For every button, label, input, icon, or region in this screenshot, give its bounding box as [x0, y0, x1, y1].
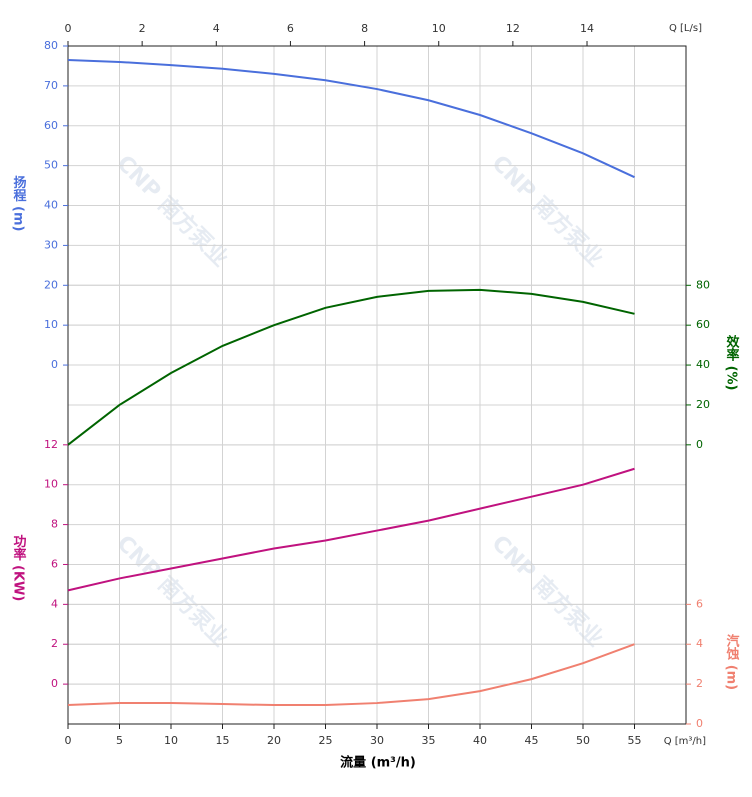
watermark: CNP 南方泵业 — [487, 530, 609, 652]
y-tick-label: 6 — [51, 557, 58, 570]
x-tick-label: 10 — [164, 734, 178, 747]
watermark: CNP 南方泵业 — [487, 150, 609, 272]
x2-tick-label: 8 — [361, 22, 368, 35]
y-tick-label: 70 — [44, 79, 58, 92]
y-tick-label: 30 — [44, 238, 58, 251]
series-line — [67, 58, 635, 179]
y-tick-label: 50 — [44, 159, 58, 172]
y-tick-label: 2 — [696, 677, 703, 690]
watermark: CNP 南方泵业 — [112, 530, 234, 652]
x2-tick-label: 2 — [139, 22, 146, 35]
y-tick-label: 40 — [44, 199, 58, 212]
y-tick-label: 60 — [696, 318, 710, 331]
series-line — [67, 288, 635, 446]
x2-tick-label: 4 — [213, 22, 220, 35]
x2-tick-label: 12 — [506, 22, 520, 35]
x-tick-label: 45 — [525, 734, 539, 747]
x2-tick-label: 10 — [432, 22, 446, 35]
series-line — [67, 643, 635, 707]
y-axis-title: 汽蚀 (m) — [724, 634, 741, 691]
y-tick-label: 0 — [696, 438, 703, 451]
y-axis-title: 功率 (KW) — [11, 534, 27, 601]
x-tick-label: 25 — [319, 734, 333, 747]
y-tick-label: 4 — [696, 637, 703, 650]
y-tick-label: 0 — [51, 358, 58, 371]
y-tick-label: 40 — [696, 358, 710, 371]
x-tick-label: 50 — [576, 734, 590, 747]
y-axis-title: 扬程 (m) — [11, 175, 27, 232]
x-tick-label: 15 — [216, 734, 230, 747]
x-tick-label: 55 — [628, 734, 642, 747]
y-tick-label: 0 — [696, 717, 703, 730]
x-axis-title: 流量 (m³/h) — [340, 755, 416, 771]
y-tick-label: 8 — [51, 518, 58, 531]
y-tick-label: 12 — [44, 438, 58, 451]
x2-unit-label: Q [L/s] — [669, 23, 702, 34]
y-tick-label: 20 — [696, 398, 710, 411]
x-tick-label: 5 — [116, 734, 123, 747]
x2-tick-label: 14 — [580, 22, 594, 35]
y-tick-label: 80 — [696, 278, 710, 291]
x2-tick-label: 0 — [65, 22, 72, 35]
y-tick-label: 4 — [51, 597, 58, 610]
y-axis-title: 效率 (%) — [724, 334, 740, 390]
y-tick-label: 6 — [696, 597, 703, 610]
y-tick-label: 60 — [44, 119, 58, 132]
y-tick-label: 80 — [44, 39, 58, 52]
x-tick-label: 40 — [473, 734, 487, 747]
y-tick-label: 10 — [44, 318, 58, 331]
x-tick-label: 35 — [422, 734, 436, 747]
y-tick-label: 20 — [44, 278, 58, 291]
series-line — [67, 467, 635, 592]
y-tick-label: 2 — [51, 637, 58, 650]
x-tick-label: 30 — [370, 734, 384, 747]
x-unit-label: Q [m³/h] — [664, 736, 706, 747]
watermark: CNP 南方泵业 — [112, 150, 234, 272]
y-tick-label: 0 — [51, 677, 58, 690]
x2-tick-label: 6 — [287, 22, 294, 35]
y-tick-label: 10 — [44, 478, 58, 491]
x-tick-label: 0 — [65, 734, 72, 747]
x-tick-label: 20 — [267, 734, 281, 747]
